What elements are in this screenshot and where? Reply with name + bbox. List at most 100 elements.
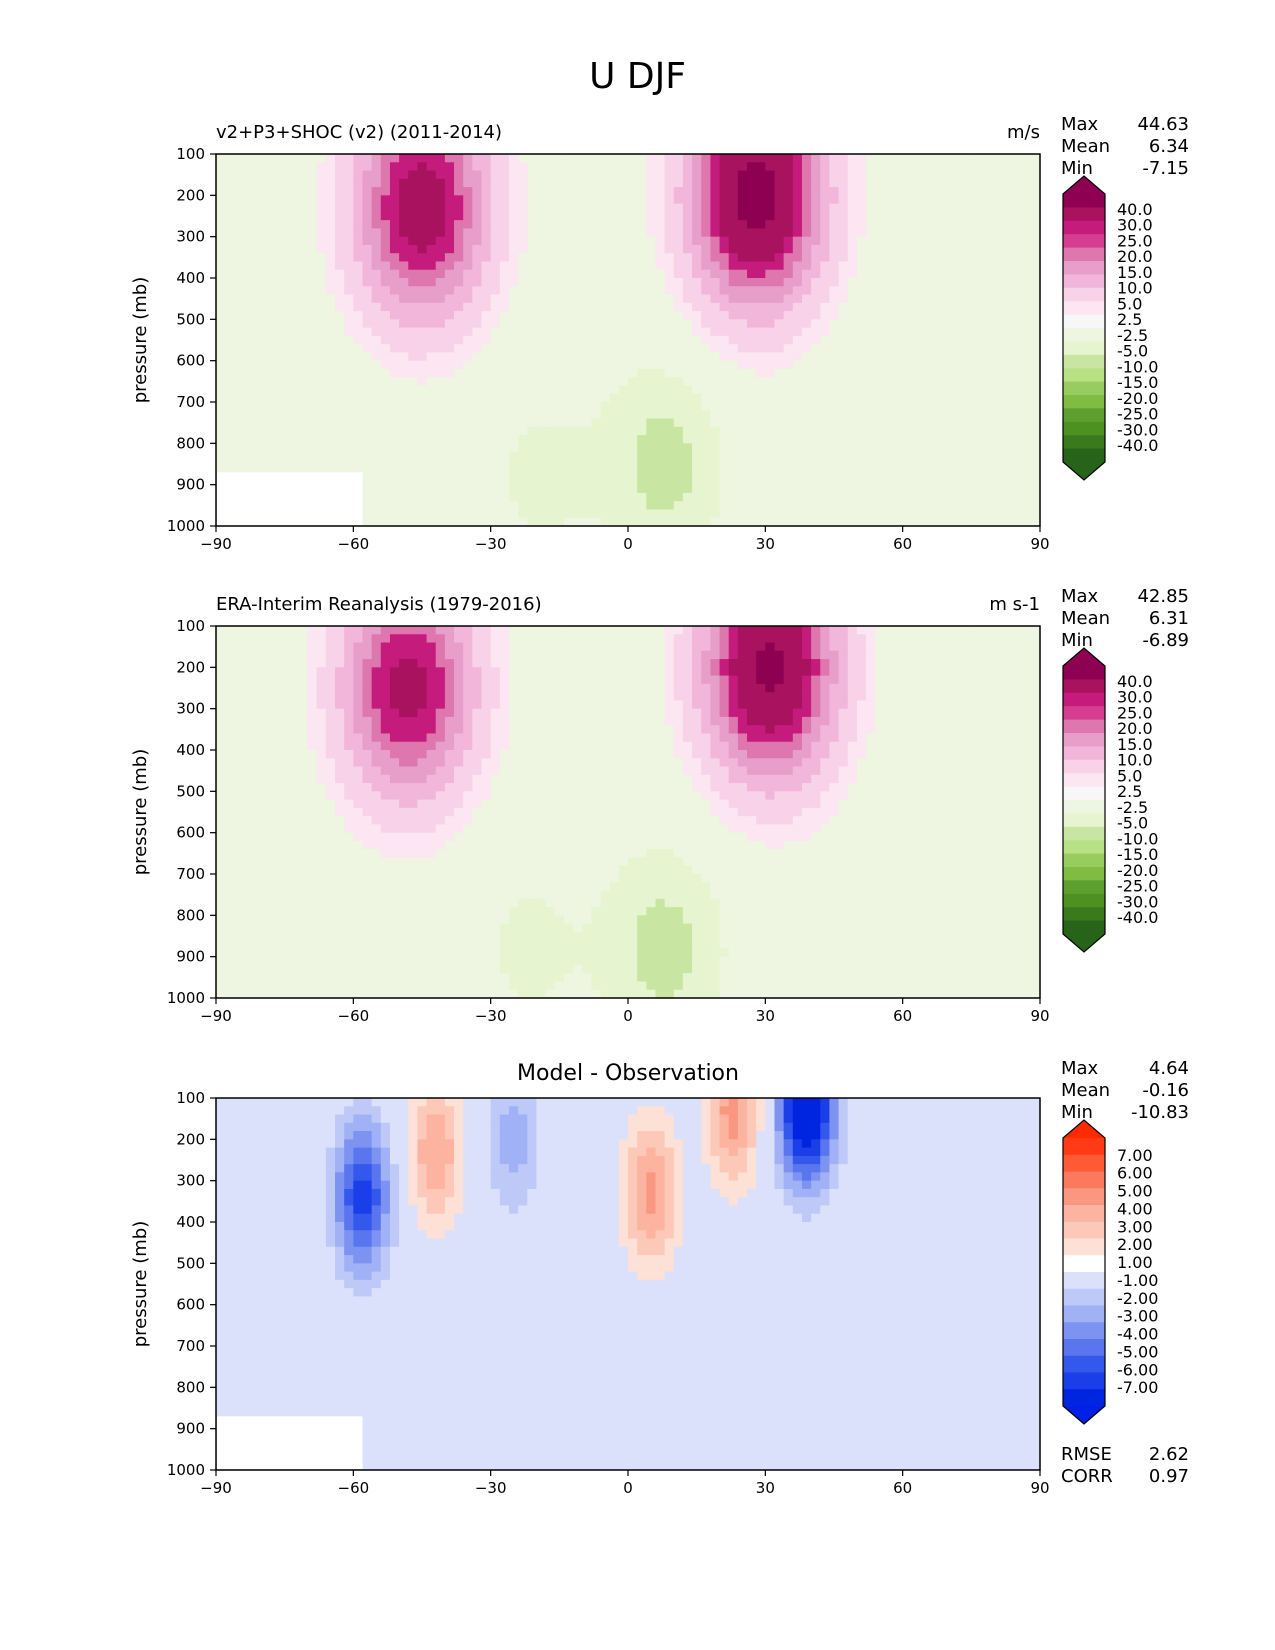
contour-cell: [737, 178, 748, 188]
contour-cell: [701, 484, 711, 494]
y-tick-label: 1000: [167, 517, 205, 535]
contour-cell: [939, 683, 950, 693]
contour-cell: [801, 385, 812, 395]
colorbar-label: 2.5: [1117, 310, 1142, 329]
contour-cell: [472, 650, 483, 660]
contour-cell: [600, 459, 611, 469]
contour-cell: [930, 484, 940, 494]
contour-cell: [216, 692, 226, 701]
contour-cell: [389, 327, 400, 337]
contour-cell: [289, 435, 299, 444]
contour-cell: [792, 220, 803, 229]
contour-cell: [563, 443, 574, 453]
contour-cell: [856, 344, 867, 353]
contour-cell: [435, 278, 446, 287]
contour-cell: [582, 692, 592, 701]
contour-cell: [673, 459, 684, 469]
contour-cell: [902, 162, 913, 172]
contour-cell: [362, 650, 373, 660]
contour-cell: [1030, 692, 1041, 701]
contour-cell: [545, 195, 556, 205]
contour-cell: [774, 435, 785, 444]
contour-cell: [774, 451, 785, 461]
contour-cell: [316, 626, 327, 635]
contour-cell: [811, 211, 821, 221]
contour-cell: [444, 642, 455, 652]
contour-cell: [948, 311, 959, 320]
contour-cell: [719, 220, 730, 229]
contour-cell: [801, 178, 812, 188]
contour-cell: [655, 385, 666, 395]
contour-cell: [518, 253, 528, 263]
contour-cell: [939, 443, 950, 453]
contour-cell: [417, 253, 428, 263]
contour-cell: [682, 211, 693, 221]
contour-cell: [573, 435, 583, 444]
contour-cell: [911, 162, 922, 172]
contour-cell: [902, 683, 913, 693]
contour-cell: [801, 468, 812, 477]
contour-cell: [801, 393, 812, 403]
contour-cell: [673, 278, 684, 287]
contour-cell: [811, 195, 821, 205]
contour-cell: [225, 385, 235, 395]
contour-cell: [316, 154, 327, 163]
contour-cell: [737, 476, 748, 486]
contour-cell: [765, 220, 776, 229]
contour-cell: [618, 286, 629, 296]
contour-cell: [673, 451, 684, 461]
contour-cell: [692, 634, 702, 644]
contour-cell: [728, 626, 739, 635]
contour-cell: [646, 385, 657, 395]
contour-cell: [801, 451, 812, 461]
contour-cell: [527, 344, 538, 353]
contour-cell: [335, 667, 345, 677]
contour-cell: [902, 344, 913, 353]
contour-cell: [380, 642, 391, 652]
contour-cell: [472, 410, 483, 420]
contour-cell: [527, 228, 538, 238]
contour-cell: [948, 642, 959, 652]
contour-cell: [875, 476, 885, 486]
contour-cell: [444, 459, 455, 469]
contour-cell: [939, 435, 950, 444]
contour-cell: [554, 443, 565, 453]
contour-cell: [399, 410, 409, 420]
contour-cell: [664, 385, 675, 395]
contour-cell: [838, 170, 849, 180]
contour-cell: [298, 692, 309, 701]
contour-cell: [536, 393, 547, 403]
contour-cell: [1030, 675, 1041, 685]
contour-cell: [499, 211, 510, 221]
contour-cell: [609, 659, 620, 668]
contour-cell: [829, 228, 840, 238]
contour-cell: [637, 335, 647, 345]
contour-cell: [811, 509, 821, 519]
contour-cell: [554, 377, 565, 387]
contour-cell: [902, 203, 913, 213]
contour-cell: [417, 426, 428, 436]
contour-cell: [380, 261, 391, 271]
contour-cell: [710, 692, 721, 701]
contour-cell: [307, 261, 318, 271]
contour-cell: [325, 626, 336, 635]
contour-cell: [252, 211, 263, 221]
contour-cell: [591, 435, 602, 444]
contour-cell: [957, 443, 968, 453]
contour-cell: [280, 377, 290, 387]
contour-cell: [884, 244, 895, 254]
stat-value: -7.15: [1142, 158, 1189, 179]
contour-cell: [518, 352, 528, 362]
contour-cell: [481, 244, 492, 254]
contour-cell: [225, 228, 235, 238]
contour-cell: [783, 692, 794, 701]
contour-cell: [399, 178, 409, 188]
contour-cell: [994, 393, 1004, 403]
contour-cell: [893, 476, 904, 486]
contour-cell: [939, 675, 950, 685]
contour-cell: [243, 410, 254, 420]
contour-cell: [371, 484, 382, 494]
contour-cell: [582, 683, 592, 693]
contour-cell: [792, 269, 803, 279]
contour-cell: [371, 683, 382, 693]
